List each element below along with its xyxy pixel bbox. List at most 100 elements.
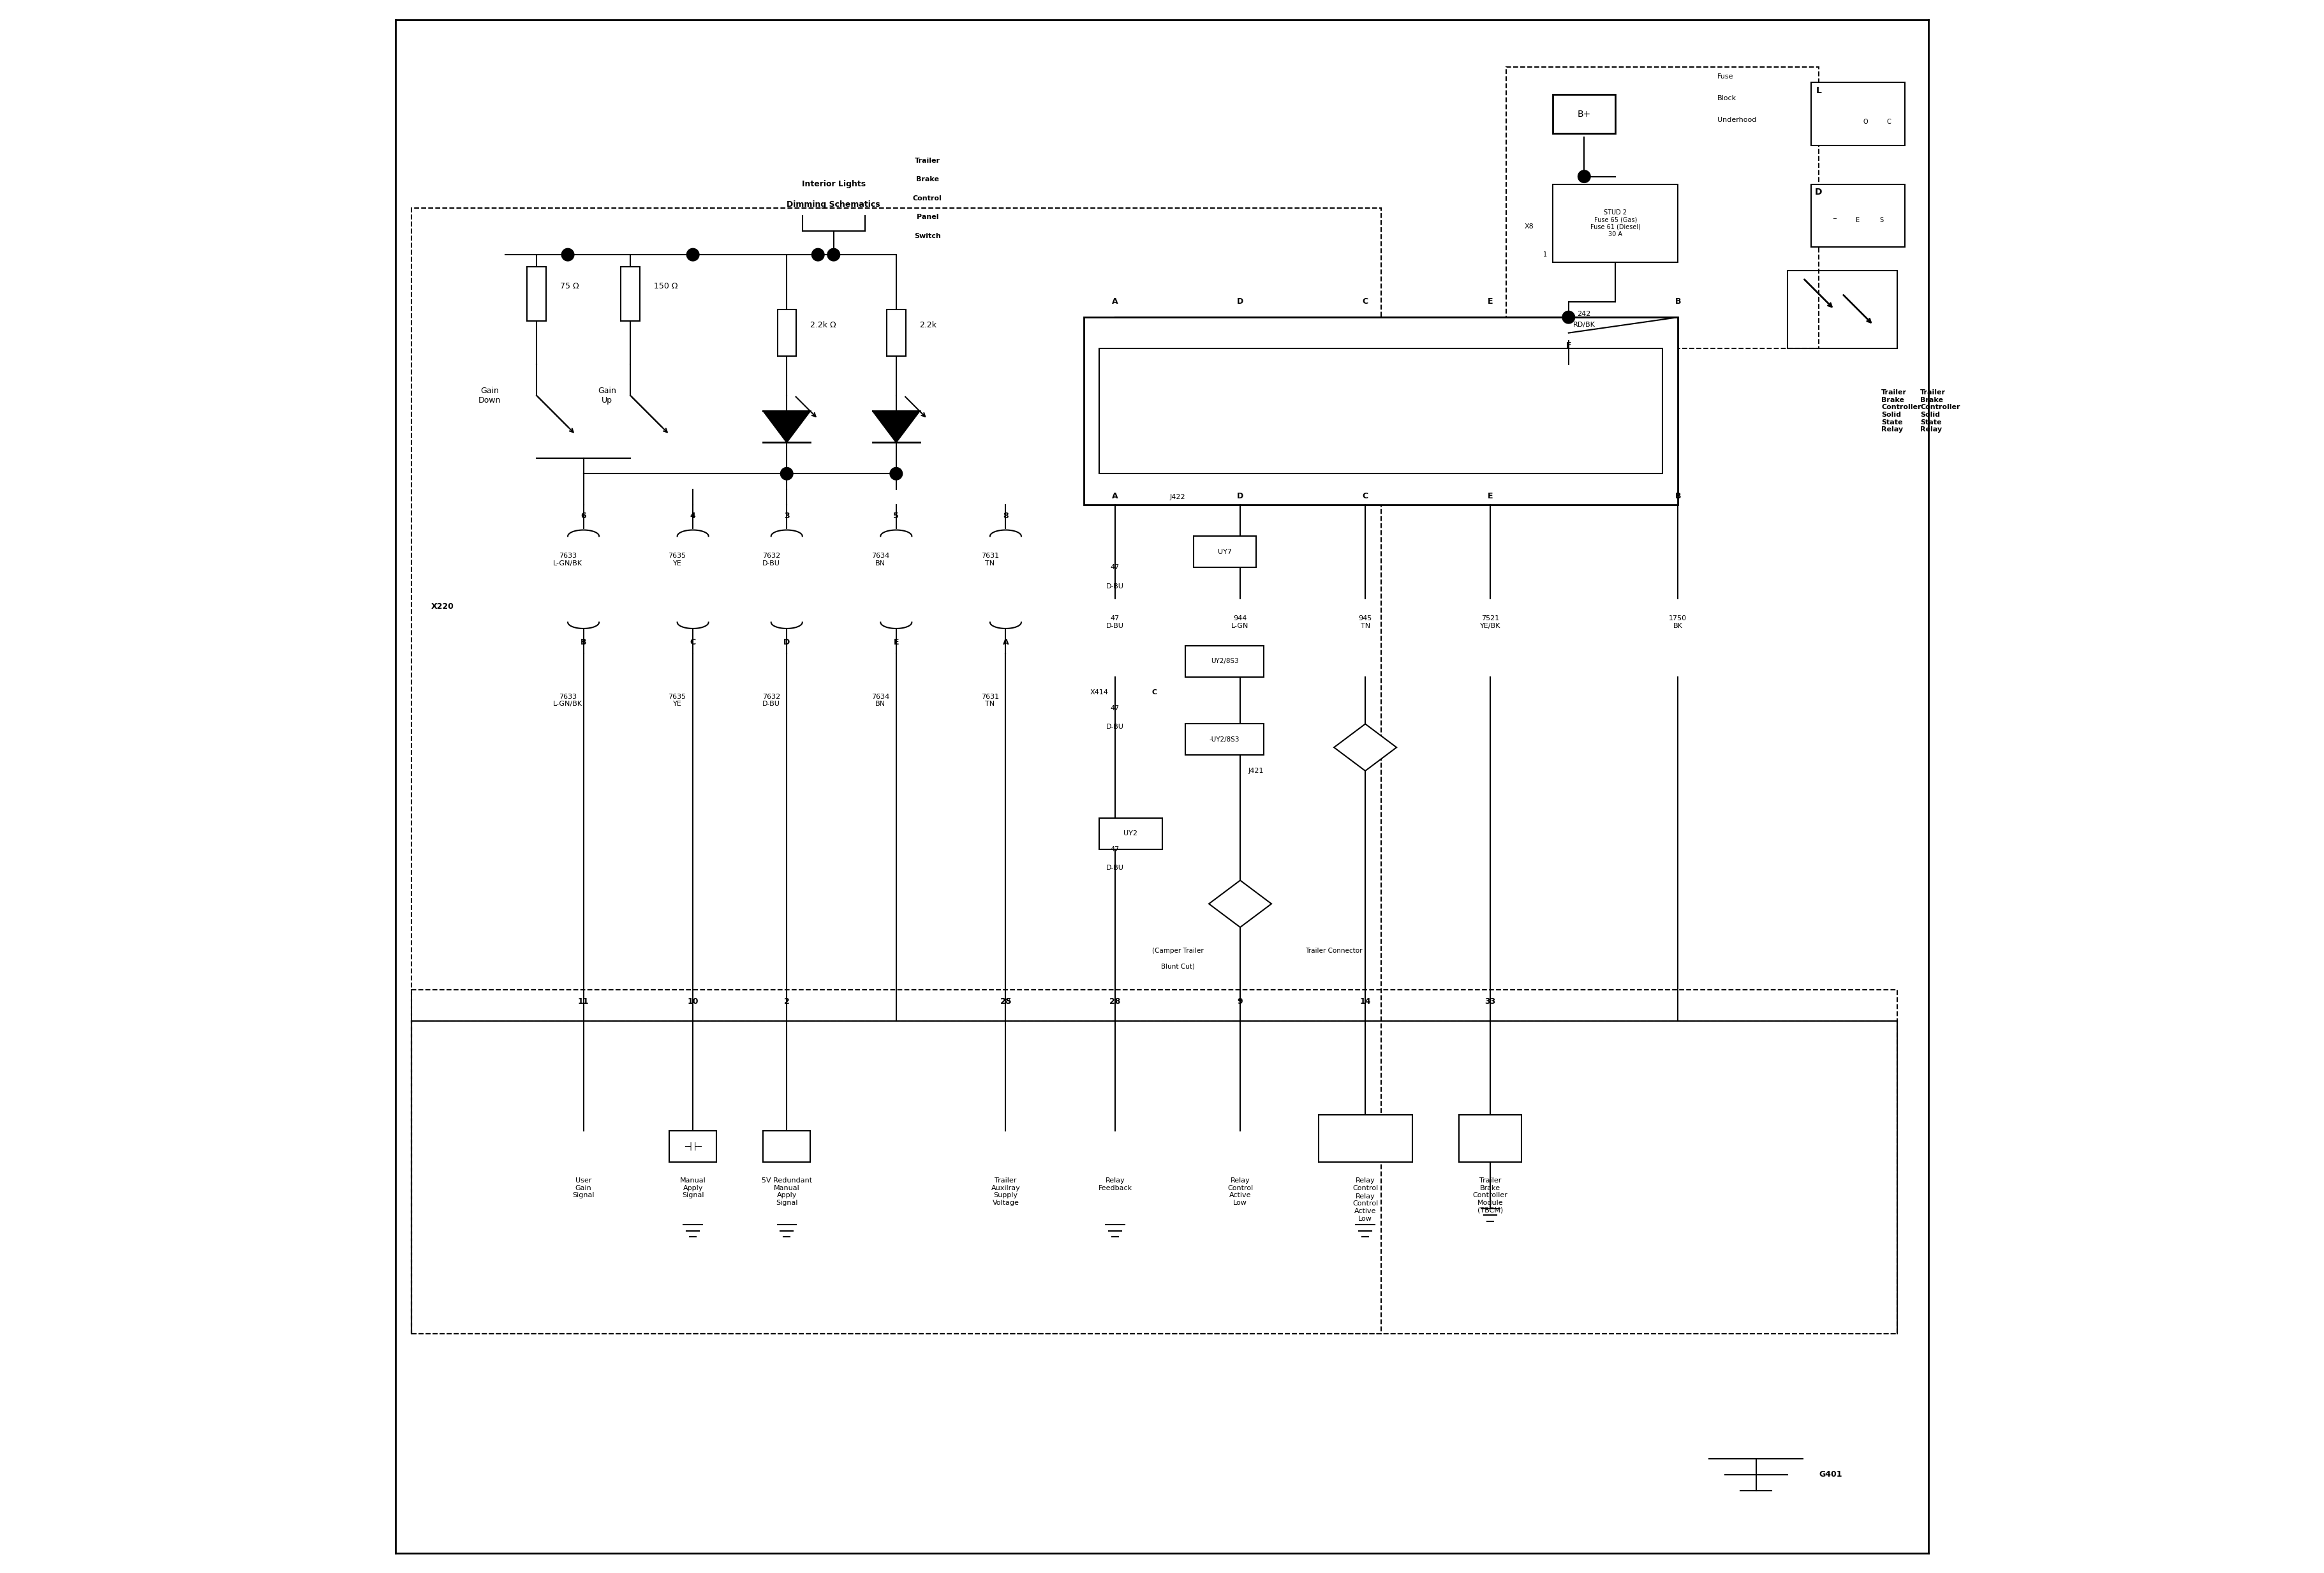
Text: 11: 11 bbox=[579, 997, 588, 1005]
Text: B: B bbox=[1676, 492, 1680, 500]
Text: Underhood: Underhood bbox=[1717, 116, 1757, 123]
Text: 2.2k: 2.2k bbox=[920, 321, 937, 329]
Text: D: D bbox=[1236, 297, 1243, 305]
Text: 5V Redundant
Manual
Apply
Signal: 5V Redundant Manual Apply Signal bbox=[762, 1178, 811, 1206]
Text: D: D bbox=[783, 639, 790, 647]
Bar bbox=[776, 310, 797, 357]
Text: 47: 47 bbox=[1111, 565, 1120, 571]
Text: C: C bbox=[1362, 492, 1369, 500]
Text: Blunt Cut): Blunt Cut) bbox=[1160, 963, 1195, 969]
Text: C: C bbox=[690, 639, 695, 647]
Text: 28: 28 bbox=[1109, 997, 1120, 1005]
Text: L: L bbox=[1815, 87, 1822, 94]
Text: 7634
BN: 7634 BN bbox=[872, 694, 890, 708]
Text: J421: J421 bbox=[1248, 768, 1264, 774]
Text: 47
D-BU: 47 D-BU bbox=[1106, 615, 1125, 629]
Text: 7632
D-BU: 7632 D-BU bbox=[762, 694, 781, 708]
Text: A: A bbox=[1002, 639, 1009, 647]
Text: UY2: UY2 bbox=[1125, 831, 1139, 837]
Text: 944
L-GN: 944 L-GN bbox=[1232, 615, 1248, 629]
Text: Relay
Feedback: Relay Feedback bbox=[1099, 1178, 1132, 1191]
Circle shape bbox=[686, 249, 700, 261]
Polygon shape bbox=[1334, 724, 1397, 771]
Bar bbox=[1459, 1115, 1522, 1162]
Bar bbox=[669, 1131, 716, 1162]
Text: E: E bbox=[892, 639, 899, 647]
Text: -UY2/8S3: -UY2/8S3 bbox=[1208, 736, 1239, 742]
Bar bbox=[1506, 68, 1820, 349]
Polygon shape bbox=[874, 411, 920, 442]
Circle shape bbox=[811, 249, 825, 261]
Bar bbox=[1083, 318, 1678, 505]
Bar bbox=[1185, 647, 1264, 676]
Bar bbox=[1318, 1115, 1413, 1162]
Text: D-BU: D-BU bbox=[1106, 724, 1125, 730]
Bar bbox=[1810, 83, 1906, 145]
Text: B: B bbox=[581, 639, 586, 647]
Text: Dimming Schematics: Dimming Schematics bbox=[788, 200, 881, 209]
Text: Manual
Apply
Signal: Manual Apply Signal bbox=[681, 1178, 706, 1199]
Text: C: C bbox=[1887, 118, 1892, 124]
Text: A: A bbox=[1111, 297, 1118, 305]
Text: 9: 9 bbox=[1236, 997, 1243, 1005]
Text: J422: J422 bbox=[1169, 494, 1185, 500]
Text: 14: 14 bbox=[1360, 997, 1371, 1005]
Text: B+: B+ bbox=[1578, 110, 1592, 118]
Text: C: C bbox=[1153, 689, 1157, 695]
Bar bbox=[411, 208, 1380, 1334]
Text: User
Gain
Signal: User Gain Signal bbox=[572, 1178, 595, 1199]
Text: UY7: UY7 bbox=[1218, 549, 1232, 555]
Text: 3: 3 bbox=[783, 511, 790, 521]
Text: Gain
Down: Gain Down bbox=[479, 387, 502, 404]
Text: 945
TN: 945 TN bbox=[1360, 615, 1371, 629]
Text: O: O bbox=[1864, 118, 1868, 124]
Text: 10: 10 bbox=[688, 997, 700, 1005]
Text: Relay
Control
Active
Low: Relay Control Active Low bbox=[1353, 1194, 1378, 1222]
Text: 25: 25 bbox=[999, 997, 1011, 1005]
Bar bbox=[1099, 818, 1162, 849]
Text: 5: 5 bbox=[892, 511, 899, 521]
Text: 2.2k Ω: 2.2k Ω bbox=[811, 321, 837, 329]
Text: Trailer
Brake
Controller
Module
(TBCM): Trailer Brake Controller Module (TBCM) bbox=[1473, 1178, 1508, 1213]
Text: D: D bbox=[1236, 492, 1243, 500]
Bar bbox=[1552, 184, 1678, 263]
Text: G401: G401 bbox=[1820, 1471, 1843, 1479]
Text: 7633
L-GN/BK: 7633 L-GN/BK bbox=[553, 552, 583, 566]
Text: Trailer: Trailer bbox=[916, 157, 941, 164]
Polygon shape bbox=[762, 411, 811, 442]
Text: 150 Ω: 150 Ω bbox=[653, 282, 679, 289]
Text: X414: X414 bbox=[1090, 689, 1109, 695]
Bar bbox=[528, 266, 546, 321]
Text: X220: X220 bbox=[432, 602, 453, 610]
Polygon shape bbox=[1208, 881, 1271, 926]
Text: ─┤├─: ─┤├─ bbox=[683, 1142, 702, 1150]
Text: _: _ bbox=[1834, 212, 1836, 219]
Text: 242: 242 bbox=[1578, 311, 1592, 318]
Text: 47: 47 bbox=[1111, 705, 1120, 711]
Text: E: E bbox=[1487, 492, 1492, 500]
Text: Fuse: Fuse bbox=[1717, 72, 1734, 80]
Text: Trailer
Brake
Controller
Solid
State
Relay: Trailer Brake Controller Solid State Rel… bbox=[1882, 390, 1922, 433]
Circle shape bbox=[827, 249, 839, 261]
Text: Block: Block bbox=[1717, 94, 1736, 101]
Text: E: E bbox=[1487, 297, 1492, 305]
Text: 7521
YE/BK: 7521 YE/BK bbox=[1480, 615, 1501, 629]
Text: 6: 6 bbox=[581, 511, 586, 521]
Text: F: F bbox=[1566, 341, 1571, 349]
Text: 47: 47 bbox=[1111, 846, 1120, 853]
Text: E: E bbox=[1857, 217, 1859, 223]
Text: X8: X8 bbox=[1525, 223, 1534, 230]
Text: A: A bbox=[1111, 492, 1118, 500]
Circle shape bbox=[1562, 311, 1576, 324]
Text: C: C bbox=[1239, 901, 1243, 908]
Text: RD/BK: RD/BK bbox=[1573, 322, 1594, 329]
Text: 1: 1 bbox=[1543, 252, 1548, 258]
Bar bbox=[1185, 724, 1264, 755]
Text: 7635
YE: 7635 YE bbox=[669, 552, 686, 566]
Text: 7633
L-GN/BK: 7633 L-GN/BK bbox=[553, 694, 583, 708]
Text: Relay
Control: Relay Control bbox=[1353, 1178, 1378, 1191]
Text: Trailer
Brake
Controller
Solid
State
Relay: Trailer Brake Controller Solid State Rel… bbox=[1920, 390, 1959, 433]
Text: C: C bbox=[1362, 744, 1369, 750]
Text: D-BU: D-BU bbox=[1106, 865, 1125, 871]
Text: 7631
TN: 7631 TN bbox=[981, 694, 999, 708]
